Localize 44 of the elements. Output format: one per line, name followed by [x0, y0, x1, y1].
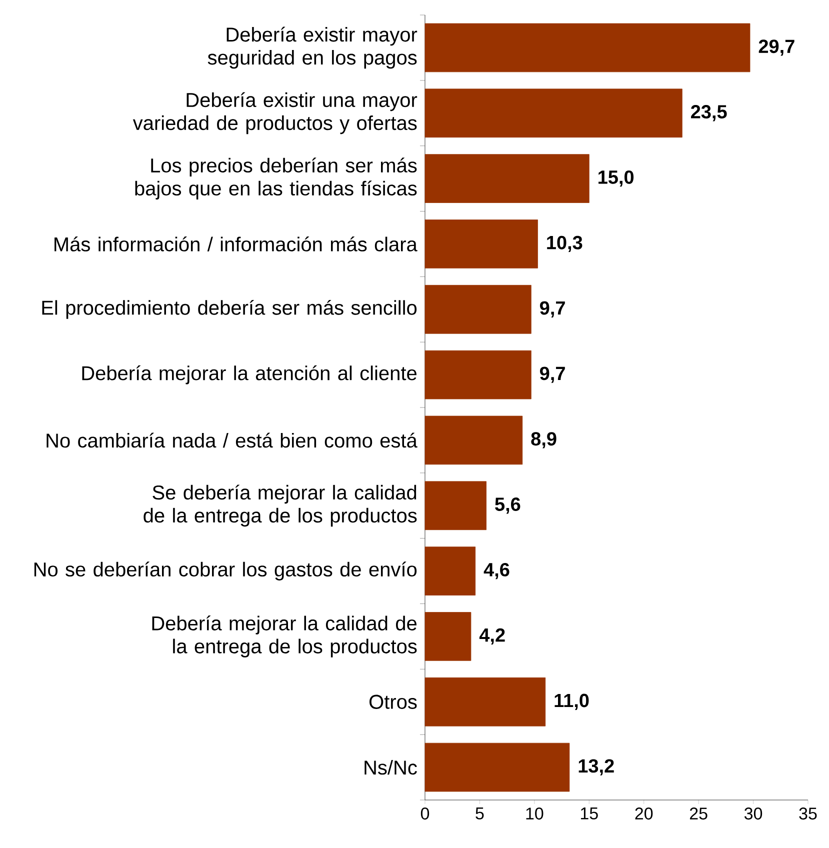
x-tick-label: 0 [420, 808, 430, 820]
x-tick-label: 15 [580, 808, 598, 820]
x-tick-label: 20 [635, 808, 653, 820]
data-label: 8,9 [531, 432, 556, 448]
y-tick-label: No cambiaría nada / está bien como está [46, 432, 418, 448]
data-label: 15,0 [598, 170, 634, 187]
data-label: 5,6 [495, 498, 520, 514]
bar [424, 220, 538, 268]
bar [424, 284, 532, 334]
y-tick-label: El procedimiento debería ser más sencillo [42, 300, 417, 319]
bar [424, 154, 590, 203]
bar [424, 88, 682, 138]
y-tick-label: Debería existir una mayor variedad de productos y ofertas [132, 92, 418, 134]
x-tick-label: 5 [476, 808, 484, 820]
x-tick-label: 30 [744, 808, 762, 820]
data-label: 4,6 [484, 562, 510, 580]
data-label: 9,7 [540, 301, 565, 318]
bar [424, 23, 750, 72]
x-tick-label: 10 [526, 808, 544, 820]
data-label: 11,0 [554, 694, 589, 710]
bar [424, 742, 570, 792]
y-tick-label: Debería existir mayor seguridad en los pagos [208, 26, 418, 69]
data-label: 29,7 [758, 40, 794, 56]
y-tick-label: Los precios deberían ser más bajos que en las tiendas físicas [135, 158, 417, 200]
data-label: 10,3 [547, 236, 582, 252]
data-label: 9,7 [540, 366, 565, 383]
bar [424, 612, 472, 661]
data-label: 23,5 [691, 105, 727, 122]
data-label: 13,2 [578, 759, 614, 776]
y-tick-label: Debería mejorar la atención al cliente [82, 365, 416, 384]
bar [424, 677, 546, 726]
x-tick-label: 25 [690, 808, 708, 820]
bar [424, 481, 486, 530]
data-label: 4,2 [479, 628, 505, 645]
x-tick-label: 35 [799, 808, 817, 820]
y-tick-label: Se debería mejorar la calidad de la entrega de los productos [144, 484, 417, 527]
y-tick-label: Otros [370, 694, 417, 709]
y-tick-label: No se deberían cobrar los gastos de envío [34, 562, 417, 580]
bar [424, 416, 523, 465]
y-tick-label: Debería mejorar la calidad de la entrega de los productos [152, 616, 417, 658]
bar [424, 350, 532, 400]
y-tick-label: Ns/Nc [364, 760, 417, 775]
bar [424, 546, 476, 596]
y-tick-label: Más información / información más clara [54, 236, 418, 252]
